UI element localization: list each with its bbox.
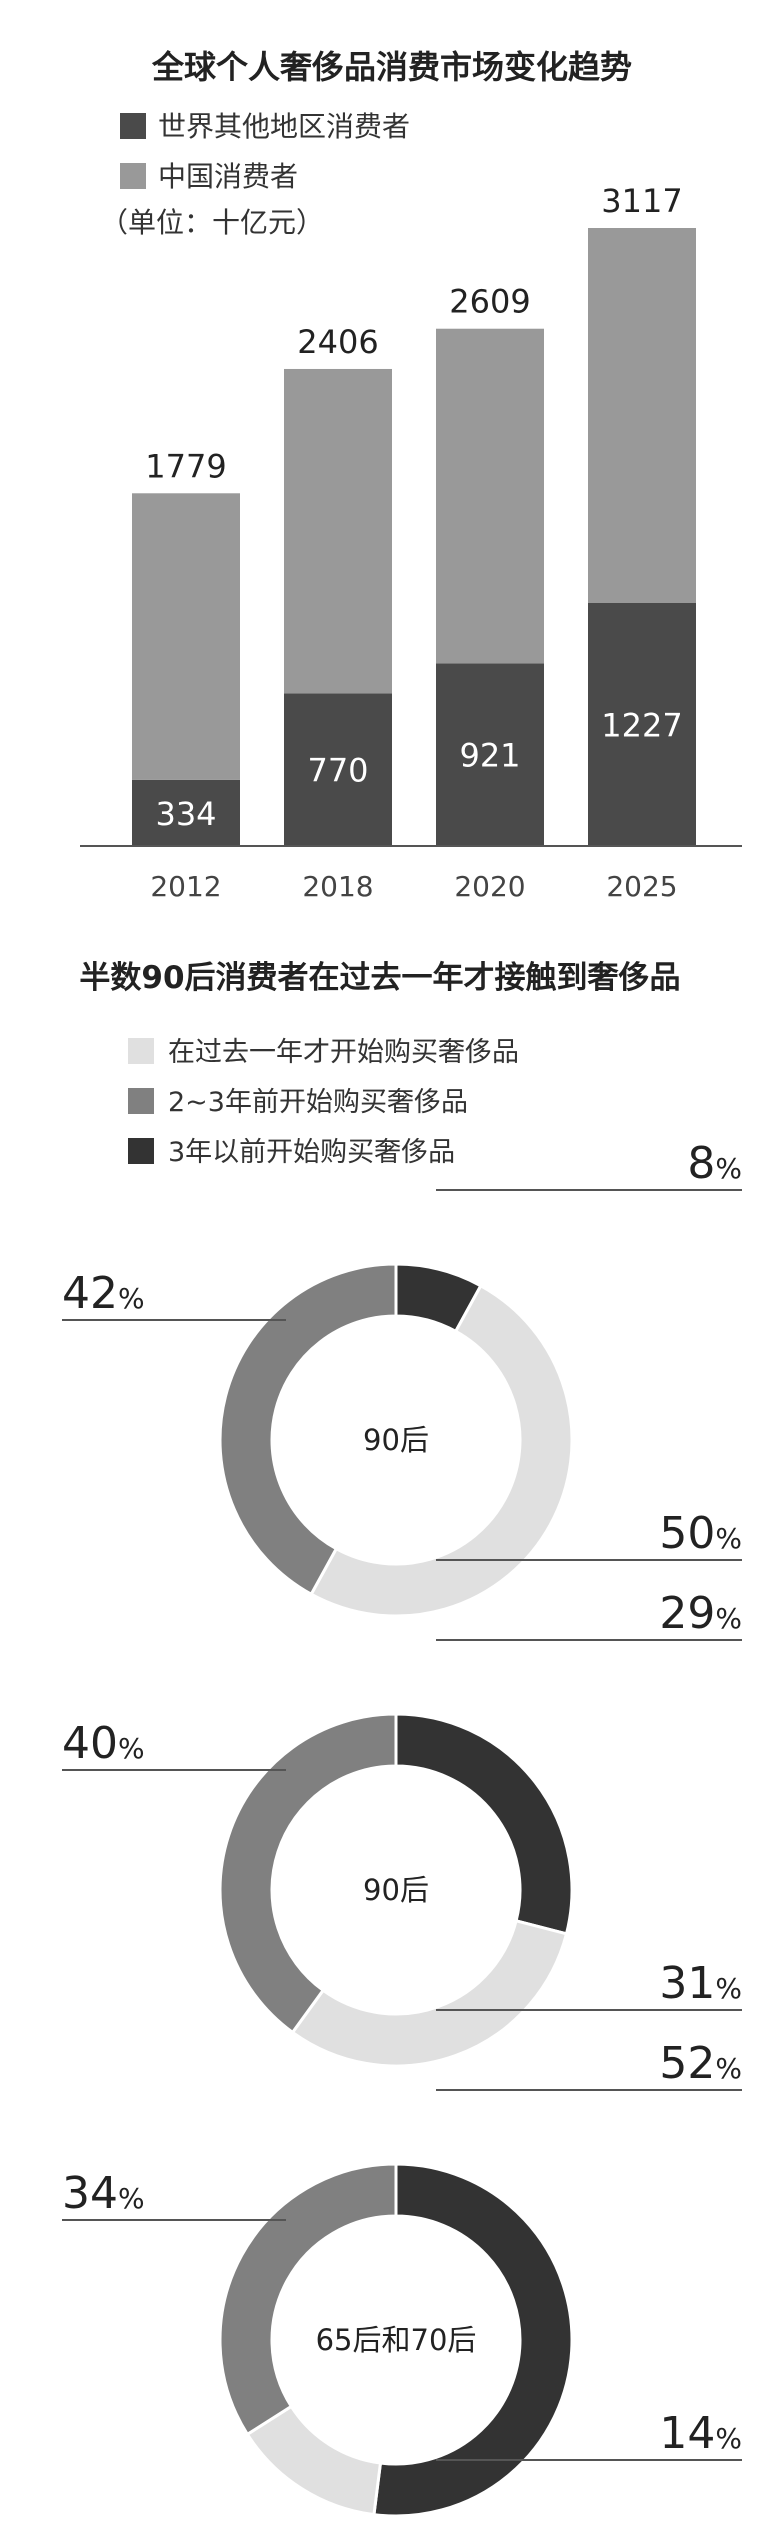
legend-label-past-year: 在过去一年才开始购买奢侈品 — [168, 1037, 519, 1068]
donut-2-value-label-31: 31% — [659, 1958, 742, 2009]
donut-1-slice-50 — [309, 1283, 574, 1618]
donut-3-slice-52 — [372, 2162, 574, 2518]
unit-note: （单位：十亿元） — [100, 206, 324, 239]
donuts-layer: 90后 8% 50% 42% 90后 29% 31% 40% 65后和70后 52% 14% 34% — [62, 1138, 742, 2518]
donut-1-slice-42 — [218, 1262, 398, 1597]
donut-3-value-label-34: 34% — [62, 2168, 145, 2219]
legend-swatch-rest-of-world — [120, 113, 146, 139]
bar-2018-rest-of-world — [284, 693, 392, 846]
bar-total-2018: 2406 — [297, 323, 378, 361]
legend-swatch-past-year — [128, 1038, 154, 1064]
legend-label-rest-of-world: 世界其他地区消费者 — [158, 110, 410, 143]
legend-label-2-3-years: 2~3年前开始购买奢侈品 — [168, 1087, 468, 1118]
donut-2-slice-40 — [218, 1712, 398, 2035]
donut-3-value-label-14: 14% — [659, 2408, 742, 2459]
donut-1-center-label: 90后 — [363, 1423, 429, 1457]
donut-3-value-label-52: 52% — [659, 2038, 742, 2089]
bar-2018-china — [284, 368, 392, 694]
x-tick-label-2025: 2025 — [606, 870, 677, 903]
stacked-bar-chart: 全球个人奢侈品消费市场变化趋势 世界其他地区消费者 中国消费者 （单位：十亿元）… — [80, 48, 742, 903]
bar-total-2012: 1779 — [145, 447, 226, 485]
donut-2-slice-31 — [290, 1919, 569, 2068]
bar-2012-rest-of-world — [132, 779, 240, 846]
x-tick-label-2020: 2020 — [454, 870, 525, 903]
donut-section-title: 半数90后消费者在过去一年才接触到奢侈品 — [79, 960, 680, 996]
donut-3-slice-34 — [218, 2162, 398, 2437]
bar-2020-rest-of-world — [436, 663, 544, 846]
donut-charts: 半数90后消费者在过去一年才接触到奢侈品 在过去一年才开始购买奢侈品 2~3年前… — [62, 960, 742, 2518]
bar-chart-title: 全球个人奢侈品消费市场变化趋势 — [151, 48, 632, 86]
bar-2012-china — [132, 493, 240, 780]
legend-label-over-3-years: 3年以前开始购买奢侈品 — [168, 1137, 455, 1168]
bar-2025-rest-of-world — [588, 602, 696, 846]
bar-total-2020: 2609 — [449, 283, 530, 321]
x-tick-label-2012: 2012 — [150, 870, 221, 903]
donut-1-value-label-8: 8% — [687, 1138, 742, 1189]
legend-swatch-2-3-years — [128, 1088, 154, 1114]
bar-2020-china — [436, 328, 544, 664]
bar-label-2025-rest-of-world: 1227 — [601, 706, 682, 744]
x-tick-label-2018: 2018 — [302, 870, 373, 903]
donut-1-value-label-50: 50% — [659, 1508, 742, 1559]
donut-1-value-label-42: 42% — [62, 1268, 145, 1319]
legend-label-china: 中国消费者 — [158, 160, 298, 193]
donut-2-value-label-40: 40% — [62, 1718, 145, 1769]
legend-swatch-over-3-years — [128, 1138, 154, 1164]
bar-label-2020-rest-of-world: 921 — [459, 737, 520, 775]
donut-2-slice-29 — [394, 1712, 574, 1936]
bar-label-2012-rest-of-world: 334 — [155, 795, 216, 833]
bar-total-2025: 3117 — [601, 182, 682, 220]
donut-2-center-label: 90后 — [363, 1873, 429, 1907]
donut-2-value-label-29: 29% — [659, 1588, 742, 1639]
bar-2025-china — [588, 228, 696, 603]
donut-3-center-label: 65后和70后 — [316, 2323, 477, 2357]
legend-swatch-china — [120, 163, 146, 189]
bar-label-2018-rest-of-world: 770 — [307, 752, 368, 790]
bars-layer: 334 1779 2012 770 2406 2018 921 2609 2020 1227 311… — [132, 182, 696, 903]
